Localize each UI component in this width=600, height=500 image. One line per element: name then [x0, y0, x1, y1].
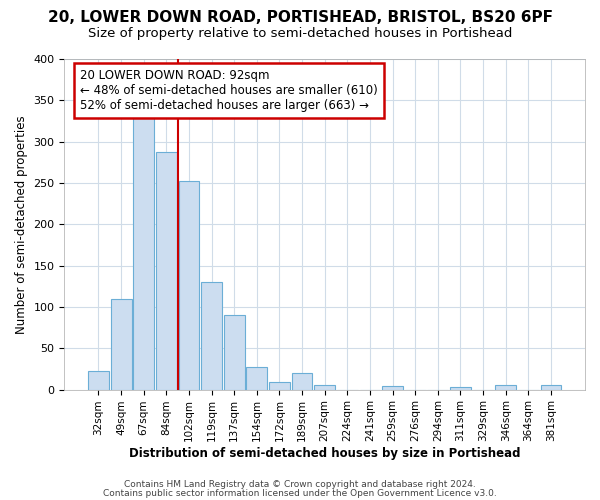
Text: 20, LOWER DOWN ROAD, PORTISHEAD, BRISTOL, BS20 6PF: 20, LOWER DOWN ROAD, PORTISHEAD, BRISTOL… [47, 10, 553, 25]
Bar [450, 387, 471, 390]
Bar [541, 386, 562, 390]
Bar [382, 386, 403, 390]
Text: 20 LOWER DOWN ROAD: 92sqm
← 48% of semi-detached houses are smaller (610)
52% of: 20 LOWER DOWN ROAD: 92sqm ← 48% of semi-… [80, 69, 378, 112]
Text: Contains HM Land Registry data © Crown copyright and database right 2024.: Contains HM Land Registry data © Crown c… [124, 480, 476, 489]
Bar [224, 315, 245, 390]
X-axis label: Distribution of semi-detached houses by size in Portishead: Distribution of semi-detached houses by … [129, 447, 520, 460]
Bar [247, 368, 267, 390]
Bar [201, 282, 222, 390]
Y-axis label: Number of semi-detached properties: Number of semi-detached properties [15, 115, 28, 334]
Text: Size of property relative to semi-detached houses in Portishead: Size of property relative to semi-detach… [88, 28, 512, 40]
Bar [88, 372, 109, 390]
Bar [133, 117, 154, 390]
Text: Contains public sector information licensed under the Open Government Licence v3: Contains public sector information licen… [103, 488, 497, 498]
Bar [292, 373, 313, 390]
Bar [269, 382, 290, 390]
Bar [179, 182, 199, 390]
Bar [314, 384, 335, 390]
Bar [110, 298, 131, 390]
Bar [495, 386, 516, 390]
Bar [156, 152, 177, 390]
